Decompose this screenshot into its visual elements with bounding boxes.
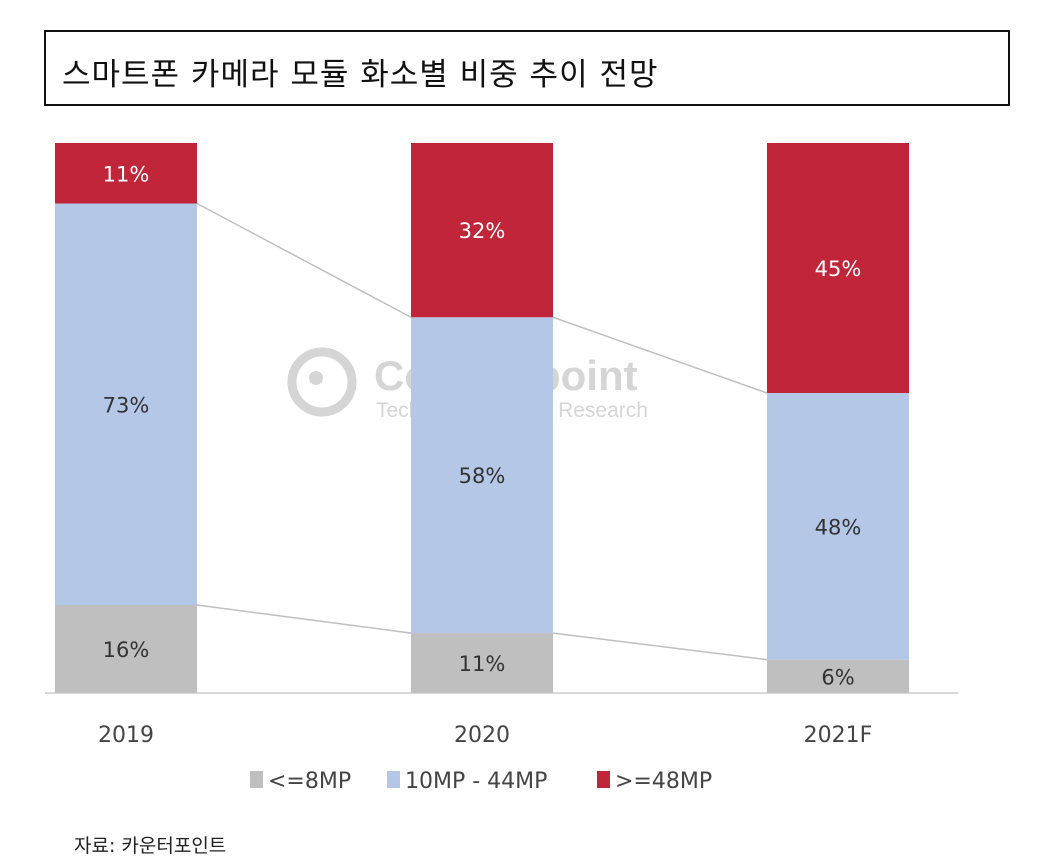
- data-label: 11%: [459, 652, 506, 676]
- data-label: 48%: [815, 515, 862, 539]
- legend-label: 10MP - 44MP: [405, 769, 547, 794]
- bar-segment: [767, 393, 909, 660]
- connector-line: [552, 316, 768, 394]
- x-tick-label: 2020: [454, 723, 510, 748]
- bar-segment: [55, 203, 197, 605]
- data-label: 73%: [103, 393, 150, 417]
- legend-swatch: [387, 771, 400, 788]
- legend-label: <=8MP: [268, 769, 351, 794]
- connector-line: [552, 632, 768, 661]
- source-note: 자료: 카운터포인트: [74, 835, 227, 857]
- data-label: 45%: [815, 257, 862, 281]
- data-label: 11%: [103, 162, 150, 186]
- data-label: 32%: [459, 219, 506, 243]
- title-box: 스마트폰 카메라 모듈 화소별 비중 추이 전망: [44, 30, 1010, 106]
- legend-swatch: [250, 771, 263, 788]
- legend-swatch: [597, 771, 610, 788]
- watermark-logo-ring: [287, 347, 357, 417]
- chart-title: 스마트폰 카메라 모듈 화소별 비중 추이 전망: [62, 57, 659, 93]
- bar-segment: [411, 317, 553, 634]
- data-label: 16%: [103, 638, 150, 662]
- legend-label: >=48MP: [615, 769, 712, 794]
- bar-segment: [411, 143, 553, 318]
- connector-line: [196, 604, 412, 634]
- x-tick-label: 2021F: [804, 723, 873, 748]
- bar-segment: [767, 143, 909, 393]
- bar-segment: [55, 605, 197, 693]
- bar-segment: [411, 633, 553, 693]
- watermark-logo-dot: [309, 371, 323, 385]
- data-label: 6%: [821, 665, 854, 689]
- bar-segment: [55, 143, 197, 204]
- connector-line: [196, 202, 412, 318]
- x-tick-label: 2019: [98, 723, 154, 748]
- data-label: 58%: [459, 464, 506, 488]
- bar-segment: [767, 659, 909, 693]
